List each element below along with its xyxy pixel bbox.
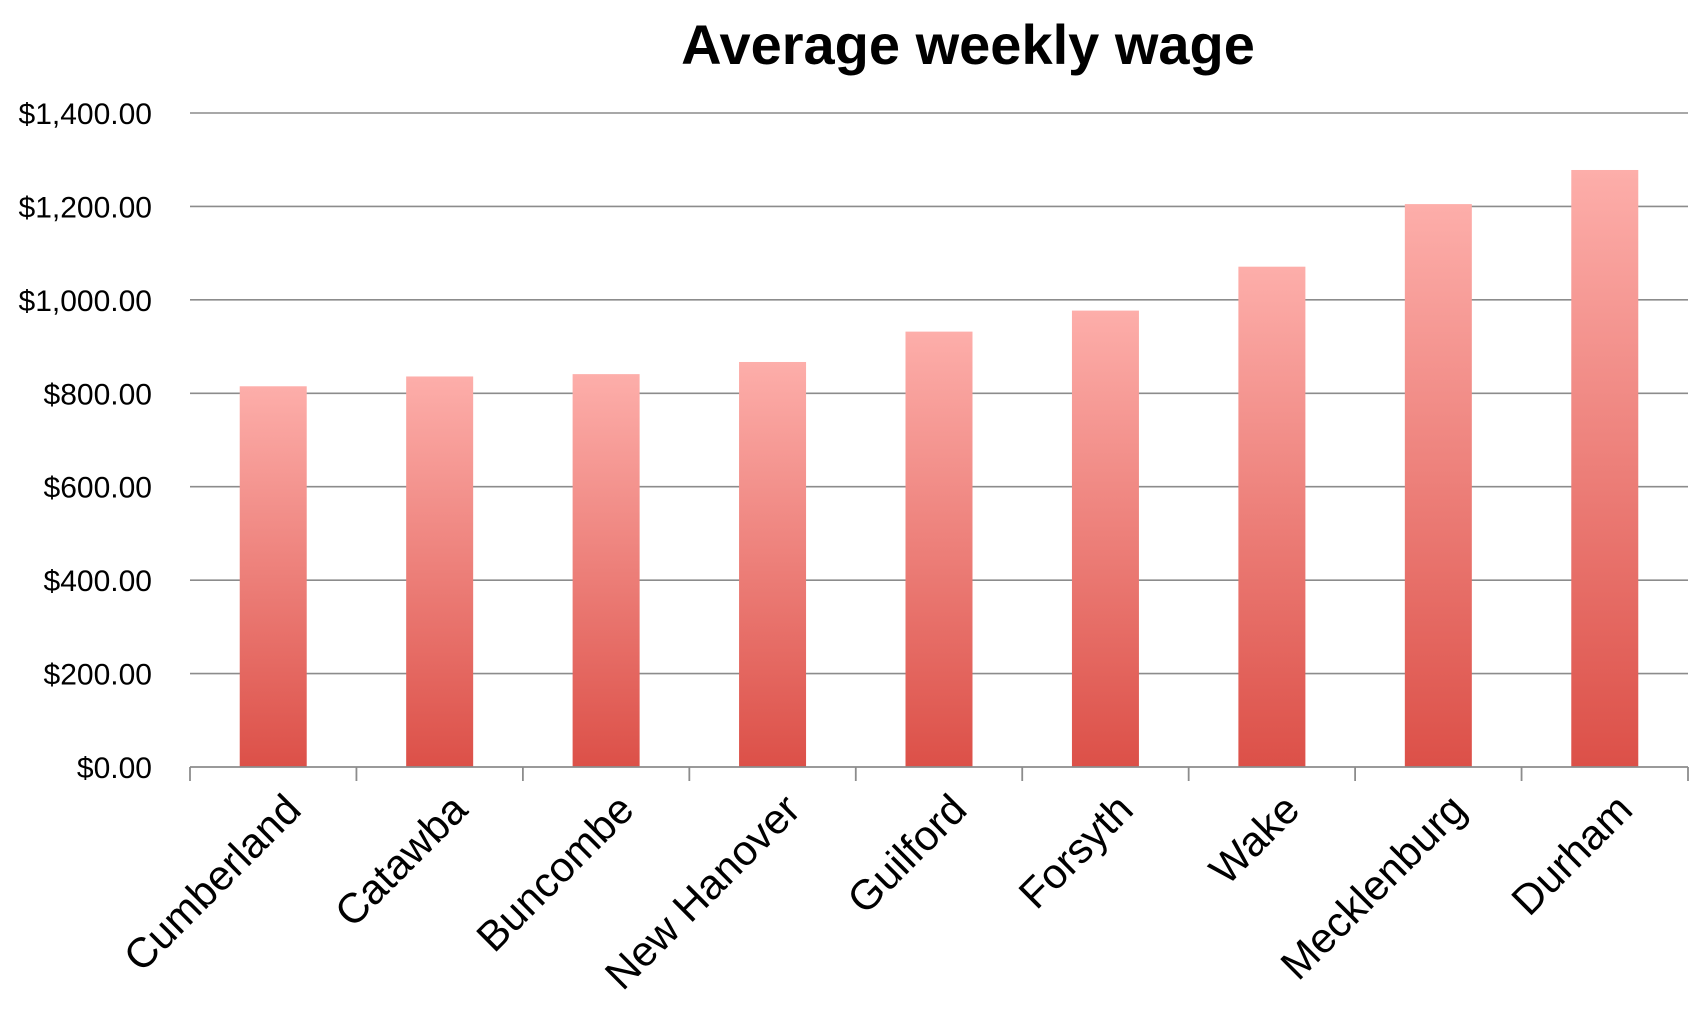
x-tick-label: Forsyth xyxy=(1010,785,1142,917)
bars xyxy=(239,169,1639,768)
bar-guilford xyxy=(905,331,973,767)
x-tick-label: Buncombe xyxy=(467,785,642,960)
x-tick-label: Cumberland xyxy=(115,785,310,980)
y-tick-label: $400.00 xyxy=(44,565,152,598)
bar-catawba xyxy=(406,376,474,767)
bar-buncombe xyxy=(572,374,640,767)
x-tick-label: Catawba xyxy=(326,785,477,936)
x-axis xyxy=(189,766,1689,781)
bar-mecklenburg xyxy=(1404,204,1472,768)
y-tick-label: $1,000.00 xyxy=(19,285,152,318)
y-tick-label: $200.00 xyxy=(44,659,152,692)
y-tick-label: $800.00 xyxy=(44,378,152,411)
y-tick-label: $0.00 xyxy=(77,752,152,785)
y-tick-label: $1,400.00 xyxy=(19,98,152,131)
bar-durham xyxy=(1571,169,1639,767)
x-tick-label: Wake xyxy=(1200,785,1308,893)
bar-forsyth xyxy=(1071,310,1139,767)
x-tick-label: Guilford xyxy=(838,785,975,922)
y-axis-tick-labels: $0.00 $200.00 $400.00 $600.00 $800.00 $1,000.… xyxy=(19,98,152,785)
bar-wake xyxy=(1238,266,1306,767)
bar-cumberland xyxy=(239,386,307,767)
bar-new-hanover xyxy=(739,361,807,767)
y-tick-label: $1,200.00 xyxy=(19,191,152,224)
chart-title: Average weekly wage xyxy=(681,13,1255,76)
y-tick-label: $600.00 xyxy=(44,472,152,505)
x-tick-label: Durham xyxy=(1502,785,1641,924)
